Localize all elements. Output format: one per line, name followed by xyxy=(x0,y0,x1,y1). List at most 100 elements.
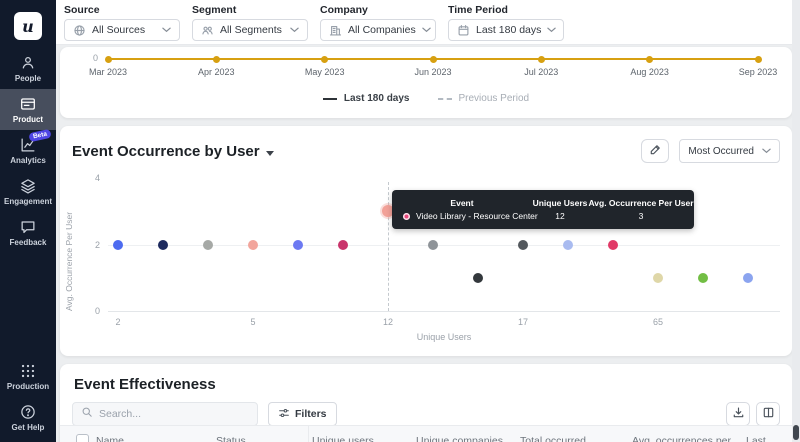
occurrence-controls: Most Occurred xyxy=(641,139,780,163)
time-period-select[interactable]: Last 180 days xyxy=(448,19,564,41)
tooltip-event-name: Video Library - Resource Center xyxy=(416,211,538,221)
occurrence-title: Event Occurrence by User xyxy=(72,142,260,160)
filter-bar: Source All Sources Segment All Segments Comp… xyxy=(56,0,800,45)
legend-item-previous[interactable]: Previous Period xyxy=(437,93,529,104)
download-button[interactable] xyxy=(726,402,750,426)
app-logo[interactable]: u xyxy=(14,12,42,40)
sidebar-item-people[interactable]: People xyxy=(0,48,56,89)
x-axis-line xyxy=(108,311,780,312)
table-header-row: Name Status Unique users Unique companies To… xyxy=(60,425,792,442)
legend-label: Last 180 days xyxy=(343,93,410,104)
scrollbar-thumb[interactable] xyxy=(793,425,799,440)
y-axis-label: Avg. Occurrence Per User xyxy=(64,211,74,311)
table-header-avg-occurrences-per[interactable]: Avg. occurrences per ... xyxy=(632,435,743,442)
x-axis-tick: 17 xyxy=(517,317,529,327)
sidebar-item-label: Product xyxy=(12,115,44,124)
sidebar-item-label: Feedback xyxy=(9,238,47,247)
x-axis-tick: 65 xyxy=(652,317,664,327)
sort-select[interactable]: Most Occurred xyxy=(679,139,780,163)
timeline-data-point[interactable] xyxy=(104,55,112,63)
table-header-unique-users[interactable]: Unique users xyxy=(312,435,374,442)
timeline-month-label: Sep 2023 xyxy=(738,67,778,77)
effectiveness-title: Event Effectiveness xyxy=(74,376,216,393)
sidebar-item-product[interactable]: Product xyxy=(0,89,56,130)
sidebar-item-production[interactable]: Production xyxy=(0,356,56,397)
event-effectiveness-card: Event Effectiveness Filters Name Status Un… xyxy=(60,364,792,442)
timeline-data-point[interactable] xyxy=(429,55,437,63)
beta-badge: Beta xyxy=(28,128,52,143)
scatter-point[interactable] xyxy=(563,239,573,250)
sidebar: u People Product Beta Analytics Engagement Fe… xyxy=(0,0,56,442)
tooltip-header-event: Event xyxy=(450,198,474,208)
analytics-icon xyxy=(19,136,37,154)
x-axis-tick: 5 xyxy=(250,317,256,327)
timeline-data-point[interactable] xyxy=(321,55,329,63)
legend-item-current[interactable]: Last 180 days xyxy=(322,93,410,104)
filter-label: Company xyxy=(320,4,368,16)
columns-button[interactable] xyxy=(756,402,780,426)
sidebar-item-get-help[interactable]: Get Help xyxy=(0,397,56,438)
scatter-point[interactable] xyxy=(653,272,663,283)
scrollbar-track[interactable] xyxy=(792,0,800,442)
column-divider xyxy=(308,426,309,442)
scatter-point[interactable] xyxy=(608,239,618,250)
scatter-point-highlighted[interactable] xyxy=(382,205,394,218)
company-select[interactable]: All Companies xyxy=(320,19,436,41)
chevron-down-icon xyxy=(547,27,557,33)
source-select[interactable]: All Sources xyxy=(64,19,180,41)
timeline-data-point[interactable] xyxy=(646,55,654,63)
dashed-line-swatch xyxy=(437,97,452,100)
timeline-month-label: May 2023 xyxy=(304,67,345,77)
scatter-point[interactable] xyxy=(338,239,348,250)
timeline-data-point[interactable] xyxy=(537,55,545,63)
y-axis-tick: 0 xyxy=(94,306,100,316)
feedback-icon xyxy=(19,218,37,236)
sidebar-item-engagement[interactable]: Engagement xyxy=(0,171,56,212)
sidebar-item-analytics[interactable]: Beta Analytics xyxy=(0,128,56,171)
help-icon xyxy=(19,403,37,421)
filter-group-segment: Segment All Segments xyxy=(192,4,308,44)
scatter-point[interactable] xyxy=(428,239,438,250)
gridline xyxy=(108,244,780,246)
select-all-checkbox[interactable] xyxy=(76,434,89,442)
timeline-data-point[interactable] xyxy=(754,55,762,63)
filter-value: All Segments xyxy=(220,24,282,36)
scatter-point[interactable] xyxy=(113,239,123,250)
timeline-data-point[interactable] xyxy=(212,55,220,63)
scatter-point[interactable] xyxy=(158,239,168,250)
table-header-name[interactable]: Name xyxy=(96,435,125,442)
table-header-unique-companies[interactable]: Unique companies xyxy=(416,435,503,442)
scatter-point[interactable] xyxy=(248,239,258,250)
scatter-point[interactable] xyxy=(518,239,528,250)
segment-select[interactable]: All Segments xyxy=(192,19,308,41)
filter-label: Source xyxy=(64,4,100,16)
scatter-point[interactable] xyxy=(203,239,213,250)
table-header-last[interactable]: Last xyxy=(746,435,766,442)
scatter-point[interactable] xyxy=(473,272,483,283)
columns-icon xyxy=(762,406,775,422)
table-header-total-occurred[interactable]: Total occurred xyxy=(520,435,586,442)
sidebar-nav: People Product Beta Analytics Engagement Feed… xyxy=(0,48,56,253)
segment-icon xyxy=(201,24,214,37)
scatter-point[interactable] xyxy=(743,272,753,283)
scatter-point[interactable] xyxy=(698,272,708,283)
globe-icon xyxy=(73,24,86,37)
table-actions xyxy=(726,402,780,426)
edit-button[interactable] xyxy=(641,139,670,163)
sidebar-footer-nav: Production Get Help xyxy=(0,356,56,438)
timeline-y-tick: 0 xyxy=(92,53,98,63)
tooltip-header-avg: Avg. Occurrence Per User xyxy=(588,198,694,208)
table-header-status[interactable]: Status xyxy=(216,435,246,442)
timeline-card: 0 Mar 2023 Apr 2023 May 2023 Jun 2023 Jul 20… xyxy=(60,47,792,118)
filter-group-time-period: Time Period Last 180 days xyxy=(448,4,564,44)
timeline-month-label: Jun 2023 xyxy=(414,67,452,77)
scatter-point[interactable] xyxy=(293,239,303,250)
sidebar-item-feedback[interactable]: Feedback xyxy=(0,212,56,253)
occurrence-title-dropdown[interactable]: Event Occurrence by User xyxy=(72,143,274,160)
pencil-icon xyxy=(649,143,662,159)
timeline-month-label: Apr 2023 xyxy=(198,67,235,77)
tooltip-avg-value: 3 xyxy=(638,211,644,221)
filters-button[interactable]: Filters xyxy=(268,402,337,426)
search-input[interactable] xyxy=(99,408,249,420)
app-logo-letter: u xyxy=(22,16,34,36)
